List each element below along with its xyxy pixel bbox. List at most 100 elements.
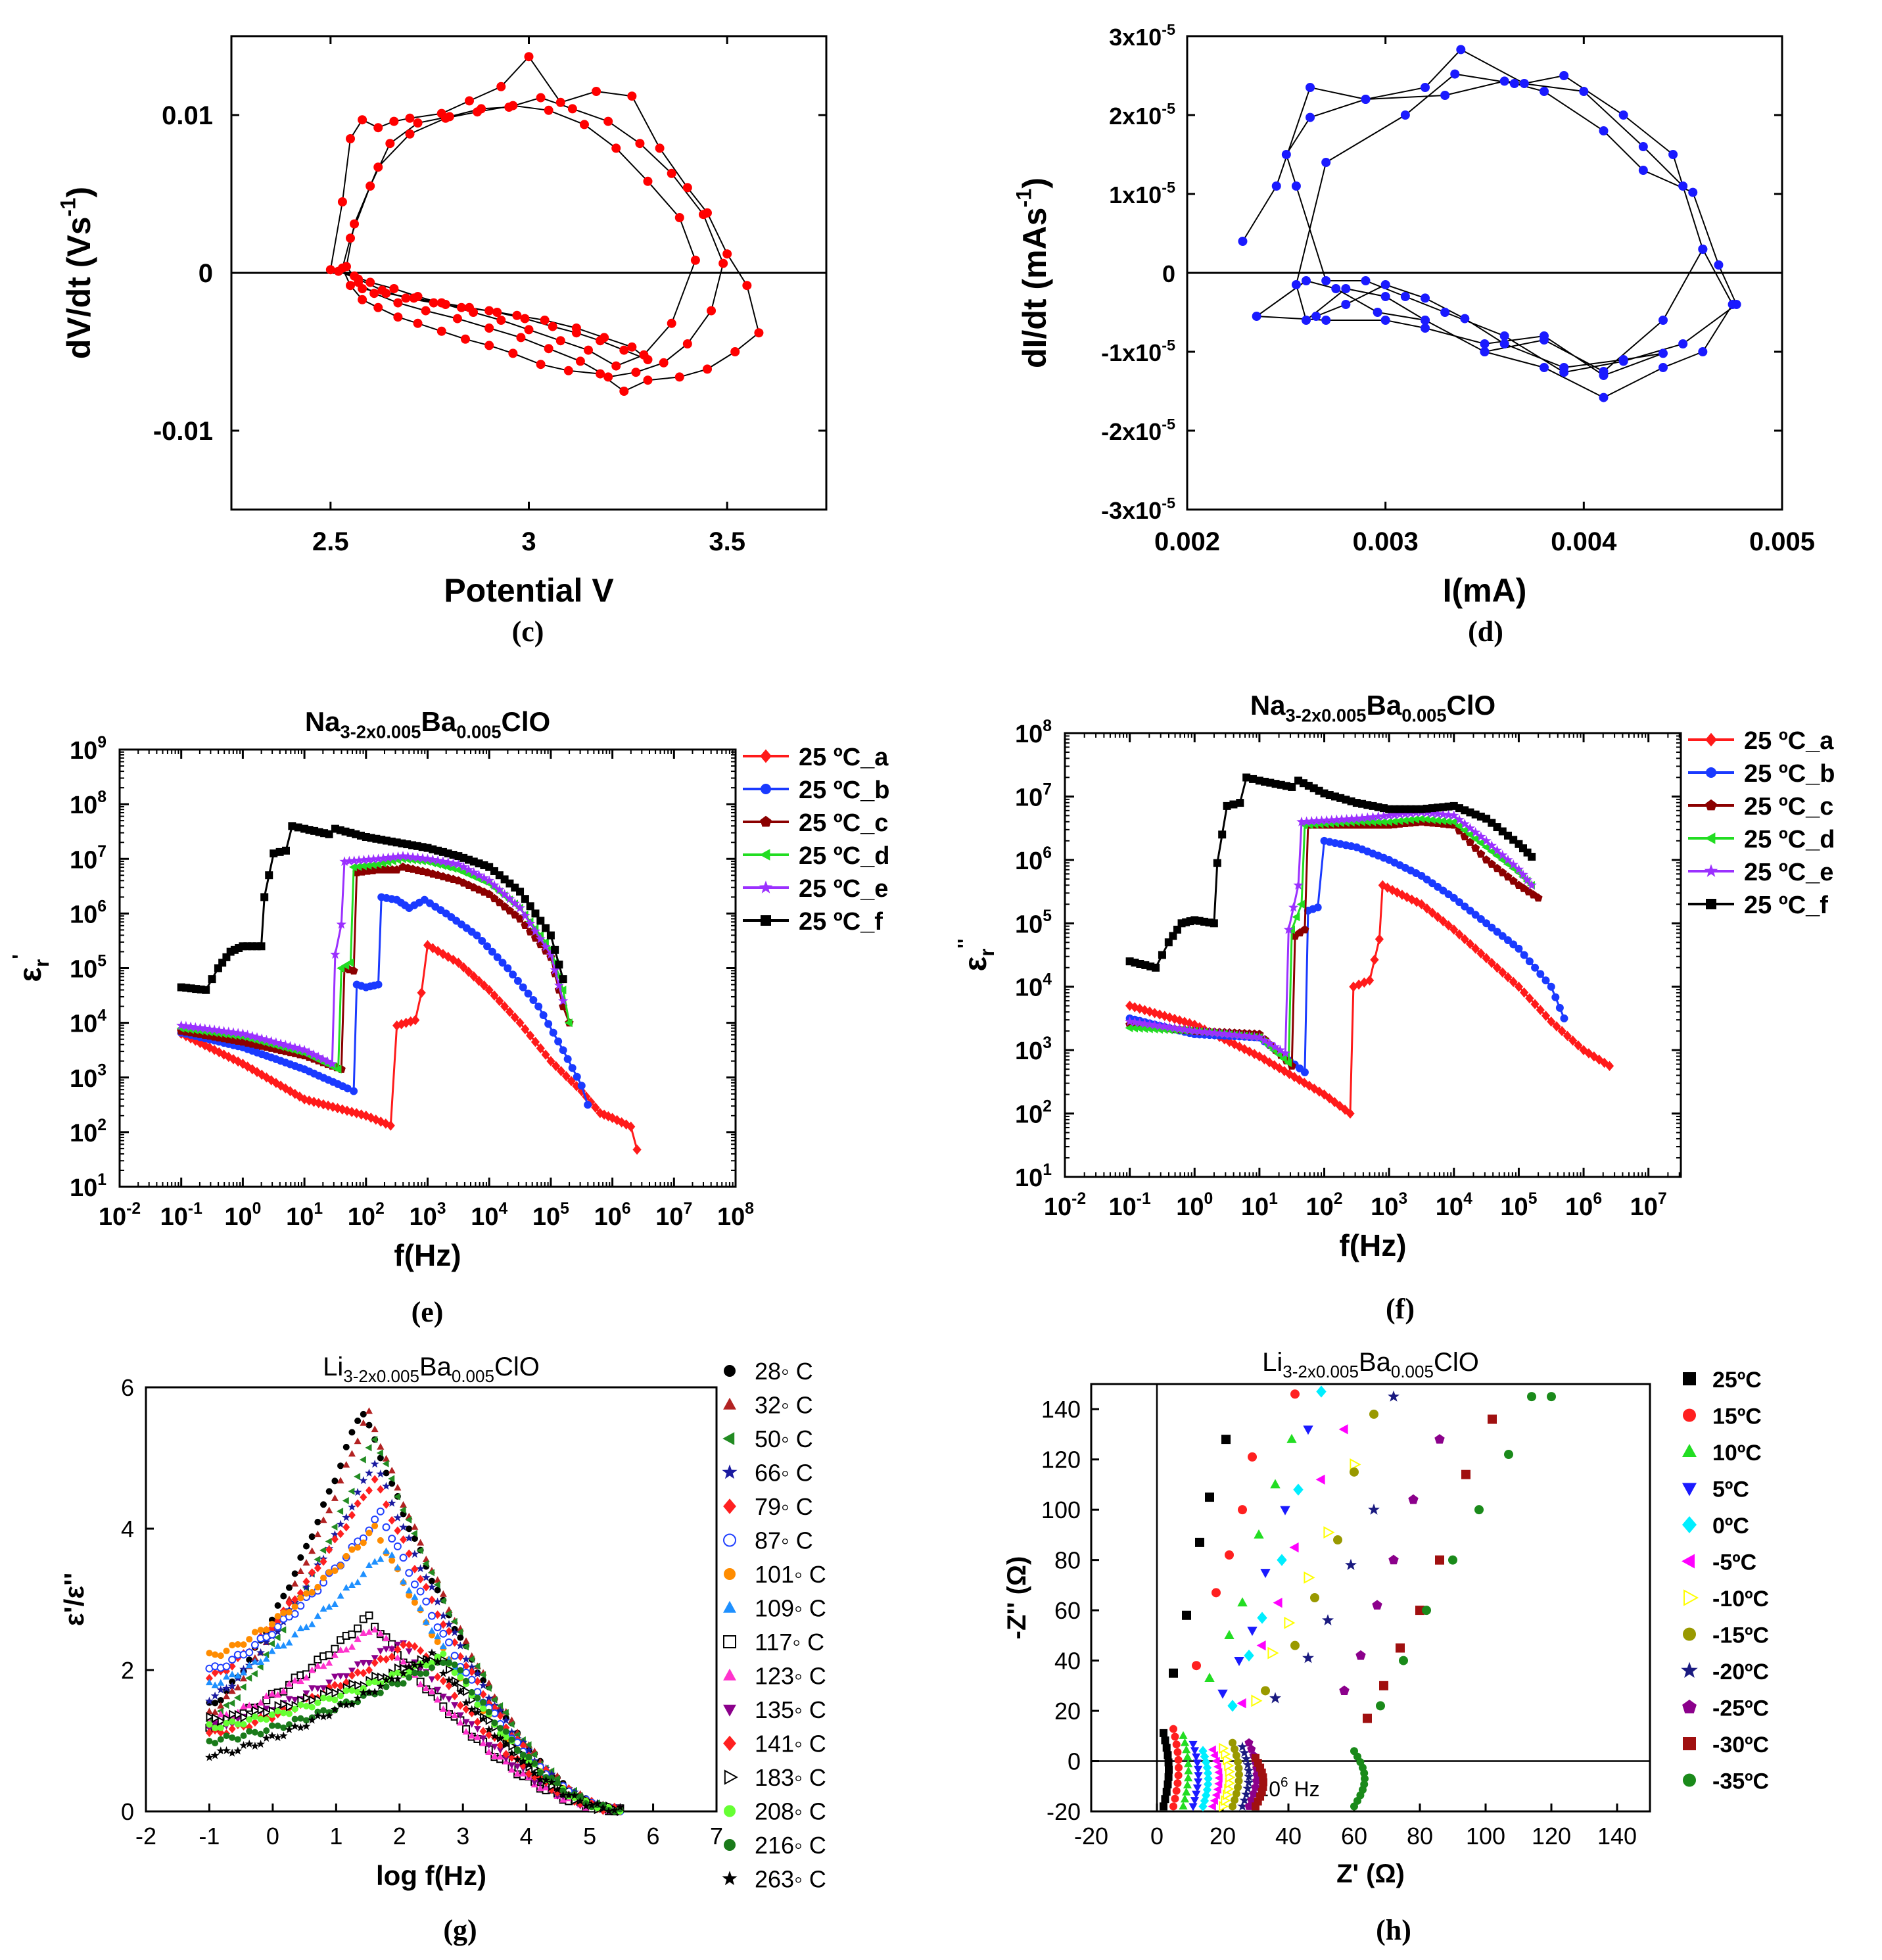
data-point [1455,929,1464,940]
data-point [294,1043,305,1053]
data-point [434,1696,442,1703]
data-point [1405,815,1414,825]
data-point [450,1652,459,1660]
data-point [296,1602,305,1610]
data-point [632,1144,642,1155]
data-point [1321,276,1331,285]
data-point [1345,1558,1357,1570]
data-point [1241,1753,1252,1763]
data-point [371,1425,379,1433]
data-point [451,1702,459,1709]
data-point [291,1696,299,1704]
data-point [434,1638,441,1646]
data-point [222,1684,231,1692]
data-point [603,372,613,382]
data-point [1169,1802,1177,1811]
data-point [234,1683,242,1690]
data-point [285,1584,293,1591]
data-point [504,964,512,972]
data-point [246,1656,253,1663]
data-point [479,872,490,882]
data-point [378,853,388,863]
data-point [387,1498,396,1507]
data-point [485,1731,493,1740]
data-point [285,1598,293,1608]
data-point [202,986,210,994]
data-point [370,1460,379,1468]
chart-title: Li3-2x0.005Ba0.005ClO [323,1352,540,1386]
data-point [256,1739,265,1748]
data-point [240,1721,247,1728]
data-point [212,1725,219,1732]
data-point [1599,371,1609,380]
data-point [1130,1024,1139,1033]
x-tick-label: 102 [348,1200,385,1231]
data-point [434,1587,441,1594]
series-6 [177,822,567,994]
data-point [573,1072,581,1081]
data-point [1369,1409,1378,1419]
data-point [1465,823,1476,833]
data-point [216,1685,225,1694]
data-point [1498,868,1507,876]
data-point [406,1592,413,1599]
data-point [280,1592,287,1600]
data-point [1169,932,1177,940]
data-point [544,1020,553,1028]
data-point [360,1410,367,1418]
data-point [1192,1661,1201,1671]
data-point [531,1760,538,1767]
data-point [405,1516,412,1523]
data-point [217,1679,225,1686]
data-point [655,143,665,153]
data-point [1346,1108,1355,1119]
data-point [389,116,399,126]
data-point [1400,815,1409,825]
data-point [1480,347,1490,356]
data-point [473,107,482,117]
x-tick-label: 100 [1466,1823,1505,1850]
data-point [308,1704,316,1711]
legend-marker [722,1871,738,1886]
data-point [1492,845,1503,855]
y-tick-label: 40 [1054,1648,1081,1675]
x-tick-label: 6 [647,1823,660,1850]
data-point [1346,813,1357,824]
data-point [1559,363,1569,372]
data-point [1244,1802,1254,1810]
data-point [488,947,496,956]
data-point [516,888,525,896]
data-point [1520,987,1529,998]
data-point [218,1026,229,1036]
data-point [337,197,347,206]
data-point [1239,1030,1250,1041]
data-point [285,1721,293,1728]
data-point [392,865,402,874]
data-point [348,1510,356,1519]
data-point [1302,276,1311,285]
data-point [467,1675,476,1684]
data-point [1435,1555,1444,1565]
data-point [302,1673,310,1681]
data-point [195,1022,206,1033]
data-point [505,1007,515,1017]
data-point [478,936,486,945]
data-point [349,966,358,975]
data-point [1487,859,1496,868]
data-point [1313,903,1322,912]
data-point [1224,1760,1235,1771]
data-point [297,1702,304,1709]
y-tick-label: 0 [199,259,213,288]
data-point [1618,110,1628,120]
data-point [584,1101,592,1109]
y-tick-label: 103 [1015,1034,1052,1065]
data-point [217,1724,224,1731]
data-point [314,1685,321,1692]
data-point [268,1621,275,1628]
data-point [288,822,296,830]
x-tick-label: 103 [1371,1190,1407,1221]
data-point [371,1435,378,1443]
data-point [1361,276,1371,285]
data-point [319,1605,327,1612]
